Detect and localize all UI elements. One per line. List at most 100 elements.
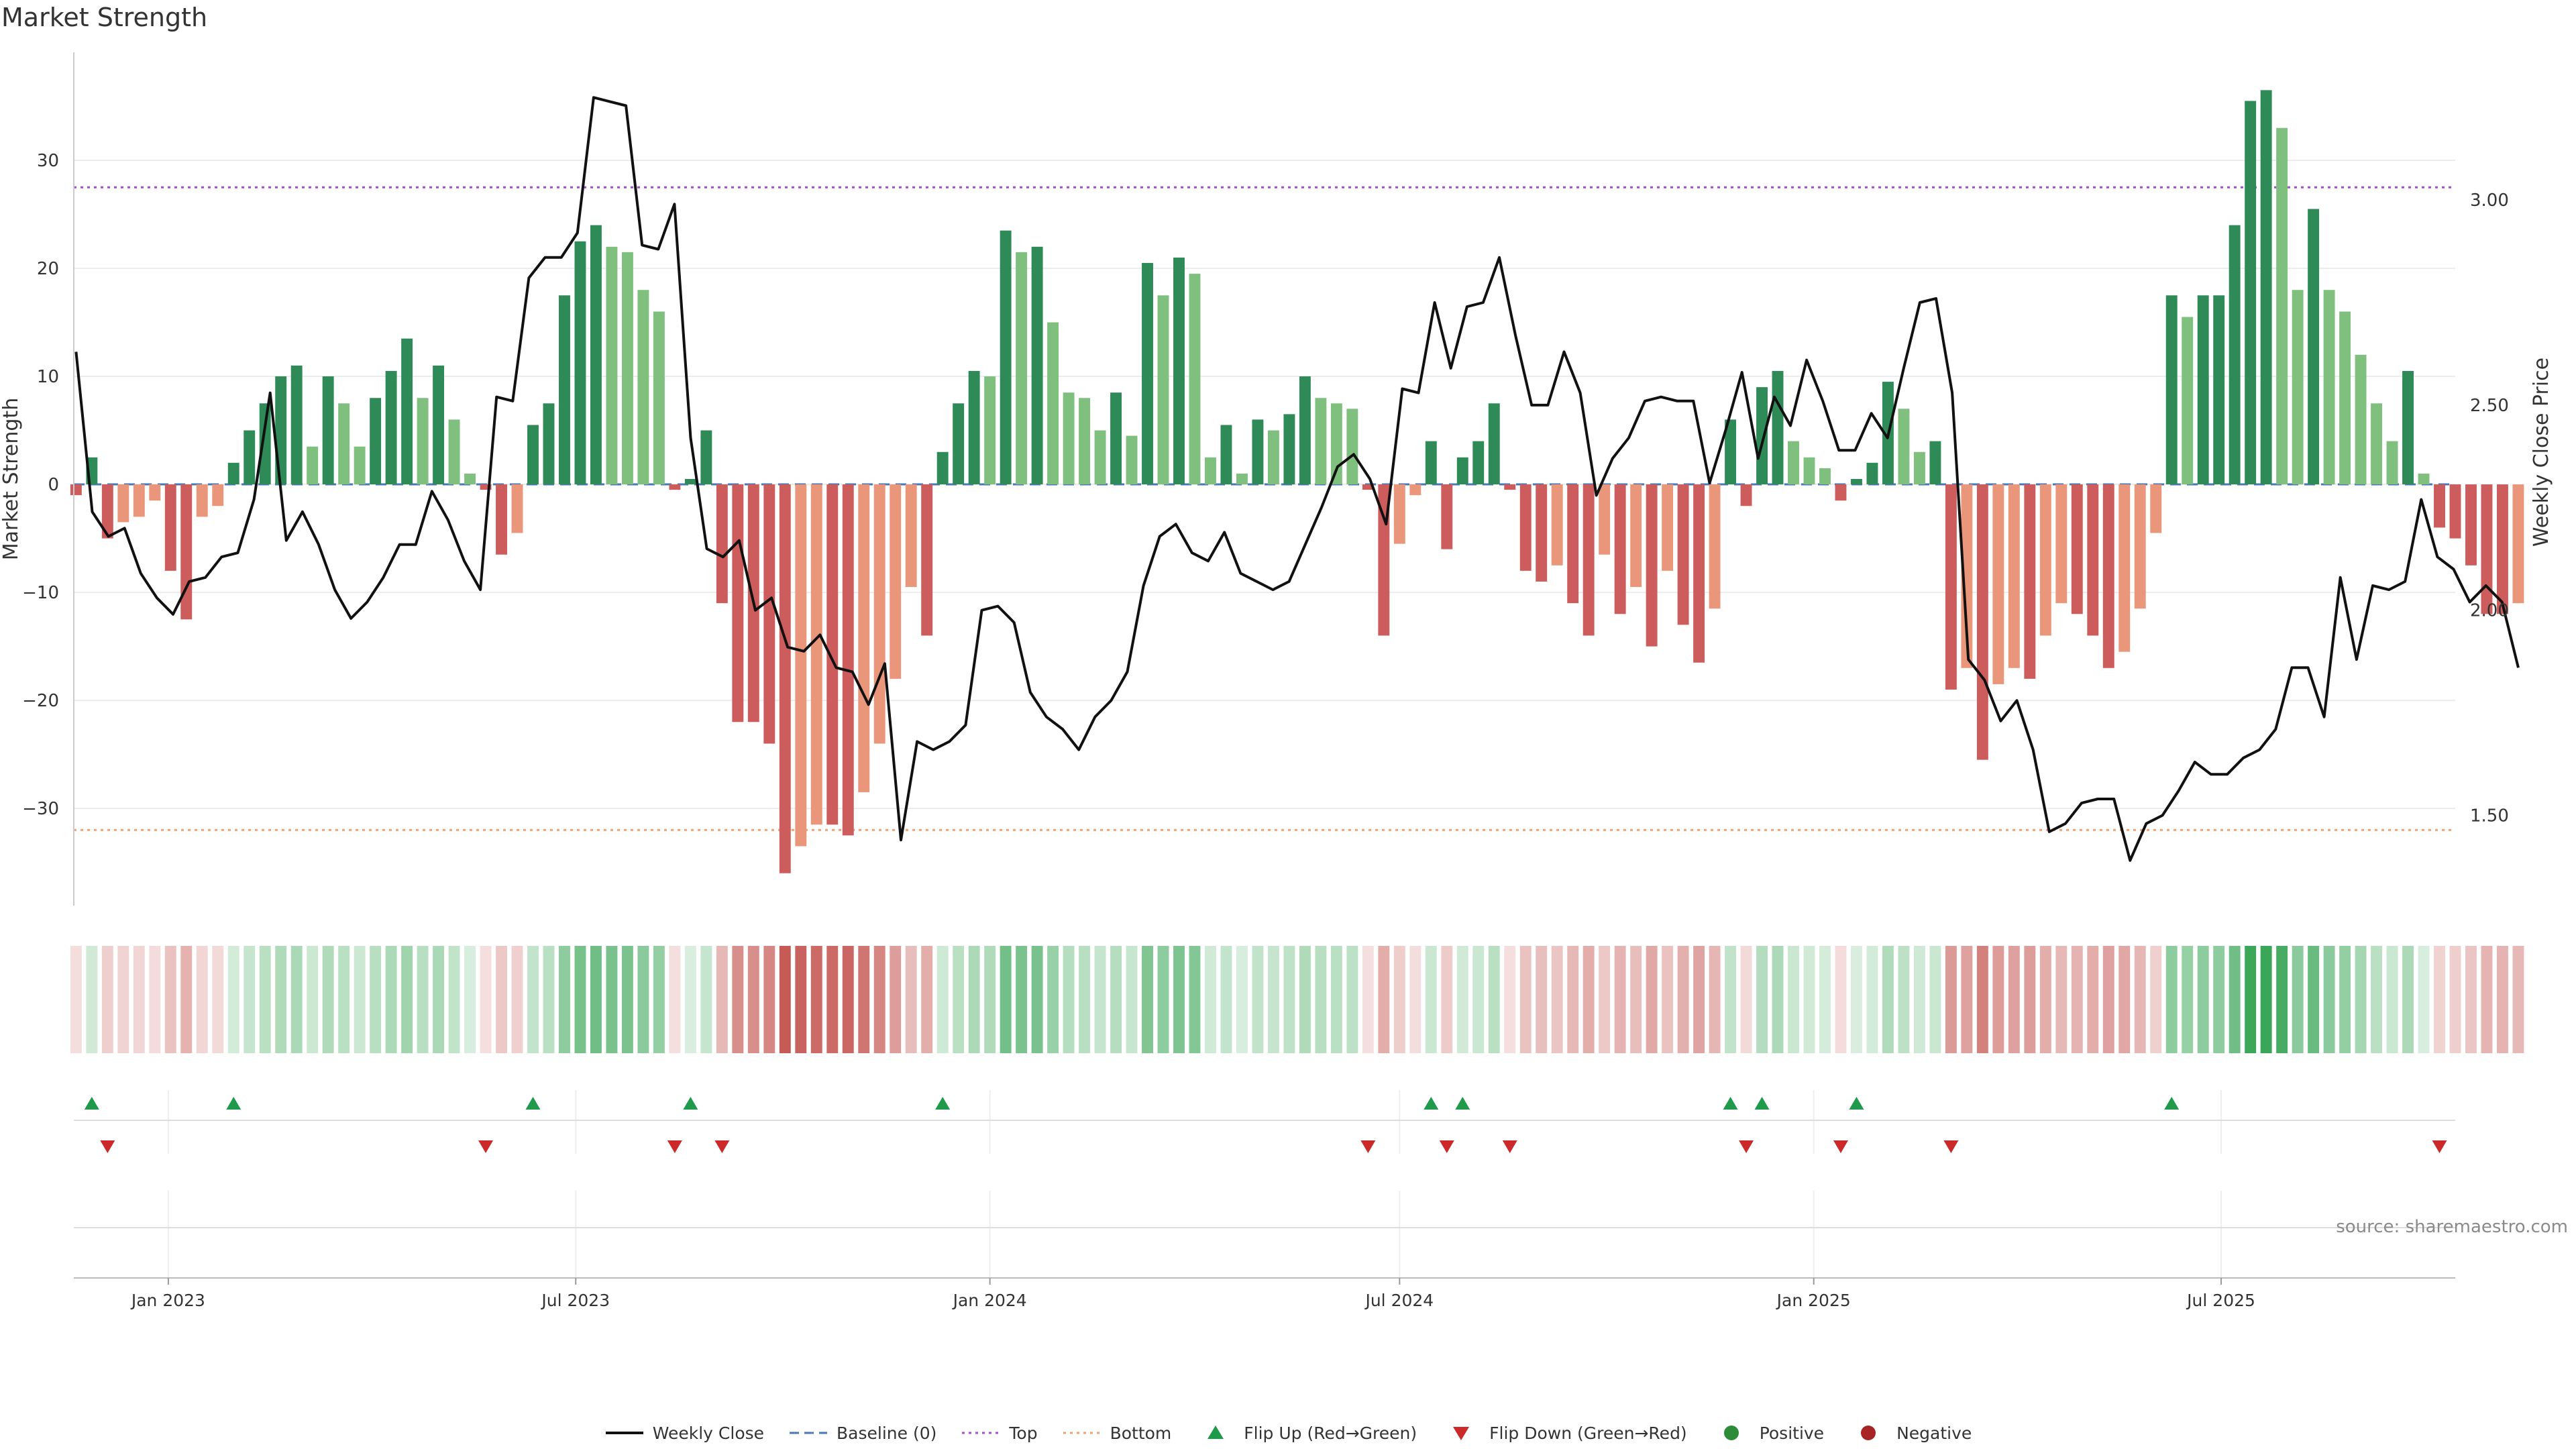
strength-bar [2418, 473, 2430, 485]
ytick-left-label: −10 [22, 583, 59, 603]
heat-cell [2449, 946, 2461, 1053]
legend-item: Positive [1711, 1423, 1824, 1443]
strength-bar [1189, 274, 1201, 485]
strength-bar [936, 451, 949, 485]
strength-bar [2323, 290, 2335, 485]
heat-cell [1835, 946, 1847, 1053]
heat-cell [117, 946, 129, 1053]
heat-cell [1000, 946, 1012, 1053]
heat-cell [684, 946, 696, 1053]
heat-cell [1961, 946, 1973, 1053]
strength-bar [1929, 441, 1941, 485]
heat-cell [1220, 946, 1232, 1053]
strength-bar [1898, 409, 1910, 485]
heat-cell [2087, 946, 2099, 1053]
heat-cell [385, 946, 397, 1053]
heat-cell [1283, 946, 1295, 1053]
strength-bar [700, 430, 712, 485]
strength-bar [1236, 473, 1248, 485]
heat-cell [1567, 946, 1579, 1053]
strength-bar [2197, 295, 2209, 485]
xtick-label: Jan 2025 [1776, 1291, 1851, 1310]
source-note: source: sharemaestro.com [2336, 1217, 2568, 1237]
strength-bar [2371, 403, 2383, 485]
heat-cell [1992, 946, 2004, 1053]
legend-swatch-icon [605, 1432, 643, 1434]
strength-bar [574, 241, 586, 485]
heat-cell [559, 946, 570, 1053]
strength-bar [1992, 484, 2004, 684]
legend-label: Positive [1759, 1423, 1825, 1443]
legend-item: Top [961, 1423, 1038, 1443]
strength-bar [559, 295, 570, 485]
heat-cell [2071, 946, 2083, 1053]
heat-cell [621, 946, 633, 1053]
heat-cell [1157, 946, 1169, 1053]
strength-bar [621, 252, 633, 485]
heat-cell [747, 946, 759, 1053]
heat-cell [259, 946, 271, 1053]
strength-bar [2402, 370, 2414, 485]
ytick-left-label: −20 [22, 691, 59, 711]
strength-bar [1614, 484, 1626, 614]
heat-cell [606, 946, 618, 1053]
price-series [74, 96, 2520, 862]
heat-cell [227, 946, 239, 1053]
heat-cell [1236, 946, 1248, 1053]
heat-cell [1866, 946, 1878, 1053]
heat-cell [1456, 946, 1468, 1053]
heat-cell [1614, 946, 1626, 1053]
legend-item: Flip Up (Red→Green) [1195, 1423, 1417, 1443]
strength-bar [2134, 484, 2146, 609]
y-axis-right-label: Weekly Close Price [2530, 358, 2553, 547]
strength-bar [2213, 295, 2225, 485]
heat-cell [101, 946, 113, 1053]
heat-cell [1252, 946, 1264, 1053]
strength-bar [370, 398, 382, 485]
strength-bar [2229, 225, 2241, 485]
strength-bar [1646, 484, 1658, 647]
strength-bar [401, 338, 413, 485]
heat-cell [2386, 946, 2398, 1053]
strength-bar [480, 484, 492, 490]
strength-bar [1205, 457, 1216, 485]
strength-bar [1488, 403, 1500, 485]
heat-cell [2260, 946, 2272, 1053]
heat-cell [70, 946, 82, 1053]
strength-bar [2150, 484, 2162, 533]
heat-cell [527, 946, 539, 1053]
strength-bar [1441, 484, 1453, 549]
strength-bar [1961, 484, 1973, 668]
heat-cell [464, 946, 476, 1053]
strength-bar [1756, 387, 1768, 485]
strength-bar [322, 376, 334, 485]
strength-bar [858, 484, 870, 792]
legend-label: Negative [1896, 1423, 1972, 1443]
heat-cell [2165, 946, 2178, 1053]
heat-cell [1126, 946, 1138, 1053]
heat-cell [826, 946, 839, 1053]
flip-down-marker [1502, 1140, 1517, 1153]
strength-bar [433, 365, 445, 485]
heat-cell [511, 946, 523, 1053]
strength-bar [2039, 484, 2051, 636]
strength-bar [543, 403, 555, 485]
strength-bar [133, 484, 145, 517]
strength-bar [2434, 484, 2445, 528]
strength-bar [1772, 370, 1784, 485]
strength-bar [921, 484, 933, 636]
heat-cell [322, 946, 334, 1053]
strength-bar [2339, 311, 2351, 485]
heat-cell [133, 946, 145, 1053]
flip-down-marker [100, 1140, 115, 1153]
heat-cell [1079, 946, 1091, 1053]
strength-bar [873, 484, 885, 744]
strength-bar [890, 484, 902, 679]
heat-cell [779, 946, 791, 1053]
heat-cell [1110, 946, 1122, 1053]
strength-bar [1346, 409, 1358, 485]
strength-bar [212, 484, 224, 506]
heat-cell [1094, 946, 1106, 1053]
heat-cell [2339, 946, 2351, 1053]
legend-item: Flip Down (Green→Red) [1441, 1423, 1687, 1443]
